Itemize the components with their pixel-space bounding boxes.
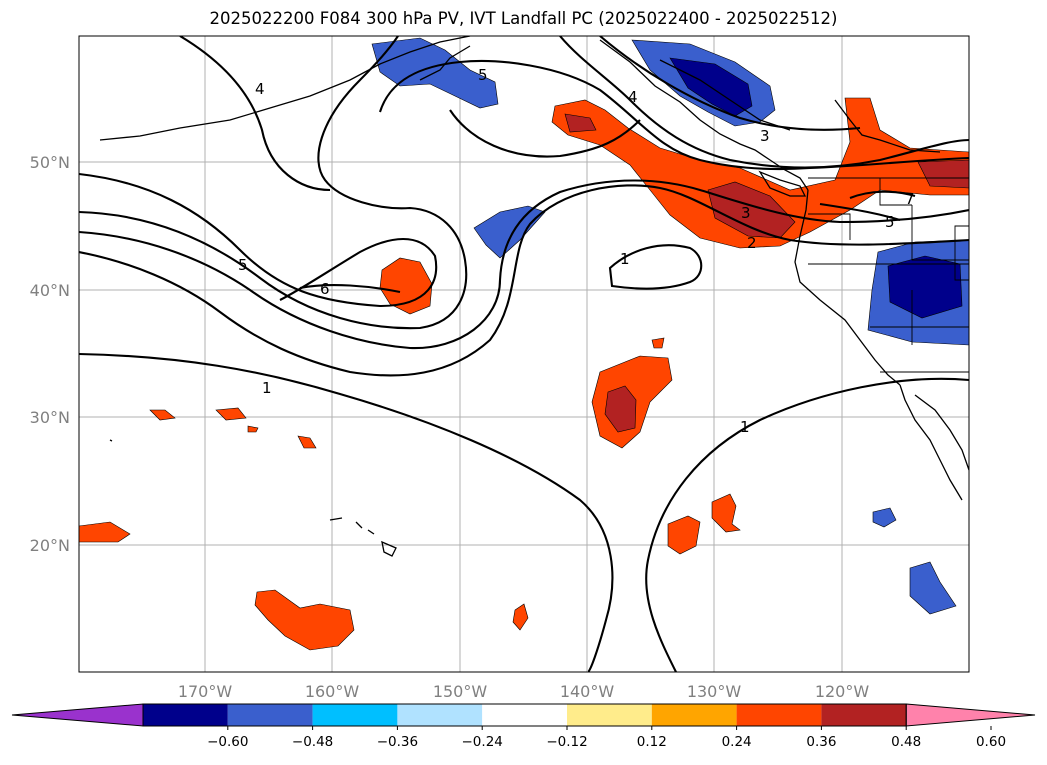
bc-coast xyxy=(599,39,809,191)
colorbar-segment xyxy=(651,704,737,726)
pos-region-subtrop-3 xyxy=(512,603,529,631)
contour-label: 7 xyxy=(905,190,915,208)
contour-label: 4 xyxy=(628,88,638,106)
pos-region-hawaii-ish xyxy=(254,589,355,651)
contour-label: 5 xyxy=(478,66,488,84)
pos-region-40n xyxy=(379,257,433,315)
contour-5c xyxy=(449,109,641,158)
neg-region-south xyxy=(909,561,957,615)
coastlines xyxy=(99,36,969,557)
contour-label: 1 xyxy=(262,379,272,397)
longitude-labels: 170°W 160°W 150°W 140°W 130°W 120°W xyxy=(178,682,870,701)
contour-label: 5 xyxy=(885,213,895,231)
map-background xyxy=(79,36,969,672)
hawaii-islands xyxy=(329,517,397,557)
contour-3b xyxy=(599,36,861,131)
pos-region-pacific-nw-core xyxy=(707,181,796,239)
vancouver-island xyxy=(758,170,807,197)
contour-label: 3 xyxy=(760,127,770,145)
lat-label: 30°N xyxy=(30,408,70,427)
colorbar-extend-high xyxy=(905,703,1036,727)
colorbar-segment xyxy=(312,704,398,726)
pos-region-subtrop-1 xyxy=(667,515,701,555)
colorbar-outline xyxy=(142,703,907,727)
latitude-labels: 50°N 40°N 30°N 20°N xyxy=(30,153,70,555)
map-border xyxy=(78,35,970,673)
lon-label: 120°W xyxy=(815,682,870,701)
neg-region-baja-small xyxy=(872,507,897,528)
contour-3 xyxy=(79,179,969,350)
colorbar-tick-label: 0.36 xyxy=(806,734,836,750)
contour-label: 6 xyxy=(320,280,330,298)
pos-region-subtrop-2 xyxy=(711,493,741,533)
lon-label: 150°W xyxy=(433,682,488,701)
west-coast-us xyxy=(794,189,901,386)
lon-label: 170°W xyxy=(178,682,233,701)
contour-label: 4 xyxy=(255,80,265,98)
contour-6 xyxy=(299,283,401,294)
lon-label: 140°W xyxy=(560,682,615,701)
contour-7 xyxy=(849,190,916,199)
pos-region-speck-1 xyxy=(149,409,176,421)
colorbar-segment xyxy=(227,704,313,726)
colorbar-segment xyxy=(143,704,228,726)
pos-region-speck-4 xyxy=(247,425,259,433)
lon-label: 130°W xyxy=(687,682,742,701)
pos-region-nw-small-core xyxy=(564,113,597,133)
contour-4c xyxy=(559,36,969,169)
neg-region-california-core xyxy=(887,255,963,319)
colorbar: −0.60 −0.48 −0.36 −0.24 −0.12 0.12 0.24 0.36 0.4… xyxy=(11,703,1036,750)
alaska-peninsula-coast xyxy=(99,36,471,141)
colorbar-tick-label: 0.48 xyxy=(891,734,921,750)
colorbar-segment xyxy=(397,704,483,726)
colorbar-tick-label: −0.48 xyxy=(292,734,333,750)
colorbar-segment xyxy=(736,704,822,726)
colorbar-tick-label: −0.60 xyxy=(207,734,248,750)
contour-label: 1 xyxy=(740,418,750,436)
colorbar-segment xyxy=(821,704,907,726)
contour-4b xyxy=(179,36,331,192)
contour-label: 5 xyxy=(238,256,248,274)
colorbar-tick-label: −0.24 xyxy=(462,734,503,750)
pv-contours xyxy=(79,36,969,672)
colorbar-segment xyxy=(567,704,652,726)
contour-label: 2 xyxy=(747,234,757,252)
colorbar-tick-label: −0.12 xyxy=(546,734,587,750)
contour-label-group: 4 5 5 6 1 4 3 3 2 1 1 5 7 xyxy=(238,66,915,436)
contour-2 xyxy=(79,184,969,377)
colorbar-tick-label: −0.36 xyxy=(377,734,418,750)
colorbar-tick-label: 0.60 xyxy=(976,734,1006,750)
pos-region-30n-core xyxy=(604,385,637,433)
lat-label: 40°N xyxy=(30,281,70,300)
baja-coast xyxy=(899,384,963,501)
contour-label: 3 xyxy=(741,204,751,222)
pos-region-small-138w xyxy=(651,337,665,349)
political-borders xyxy=(808,177,969,373)
contour-5d xyxy=(819,202,901,222)
island-dot xyxy=(109,439,113,442)
gridlines xyxy=(79,36,969,672)
colorbar-tick-label: 0.12 xyxy=(637,734,667,750)
gulf-ca-coast xyxy=(914,394,969,471)
contour-5 xyxy=(79,172,438,308)
colorbar-segment xyxy=(482,704,567,726)
lat-label: 20°N xyxy=(30,536,70,555)
contour-1-east xyxy=(645,377,969,672)
pos-region-west-edge xyxy=(79,521,131,543)
contour-label: 1 xyxy=(620,250,630,268)
colorbar-tick-label: 0.24 xyxy=(722,734,752,750)
map-title: 2025022200 F084 300 hPa PV, IVT Landfall… xyxy=(209,9,838,28)
colorbar-extend-low xyxy=(11,703,144,727)
lat-label: 50°N xyxy=(30,153,70,172)
lon-label: 160°W xyxy=(305,682,360,701)
pos-region-speck-3 xyxy=(297,435,317,449)
contour-1-west xyxy=(79,352,614,672)
pos-region-speck-2 xyxy=(215,407,247,421)
contour-4 xyxy=(79,36,468,330)
contour-1-mid xyxy=(608,244,703,290)
bc-coast-2 xyxy=(659,59,791,131)
neg-region-midpacific xyxy=(473,205,546,259)
